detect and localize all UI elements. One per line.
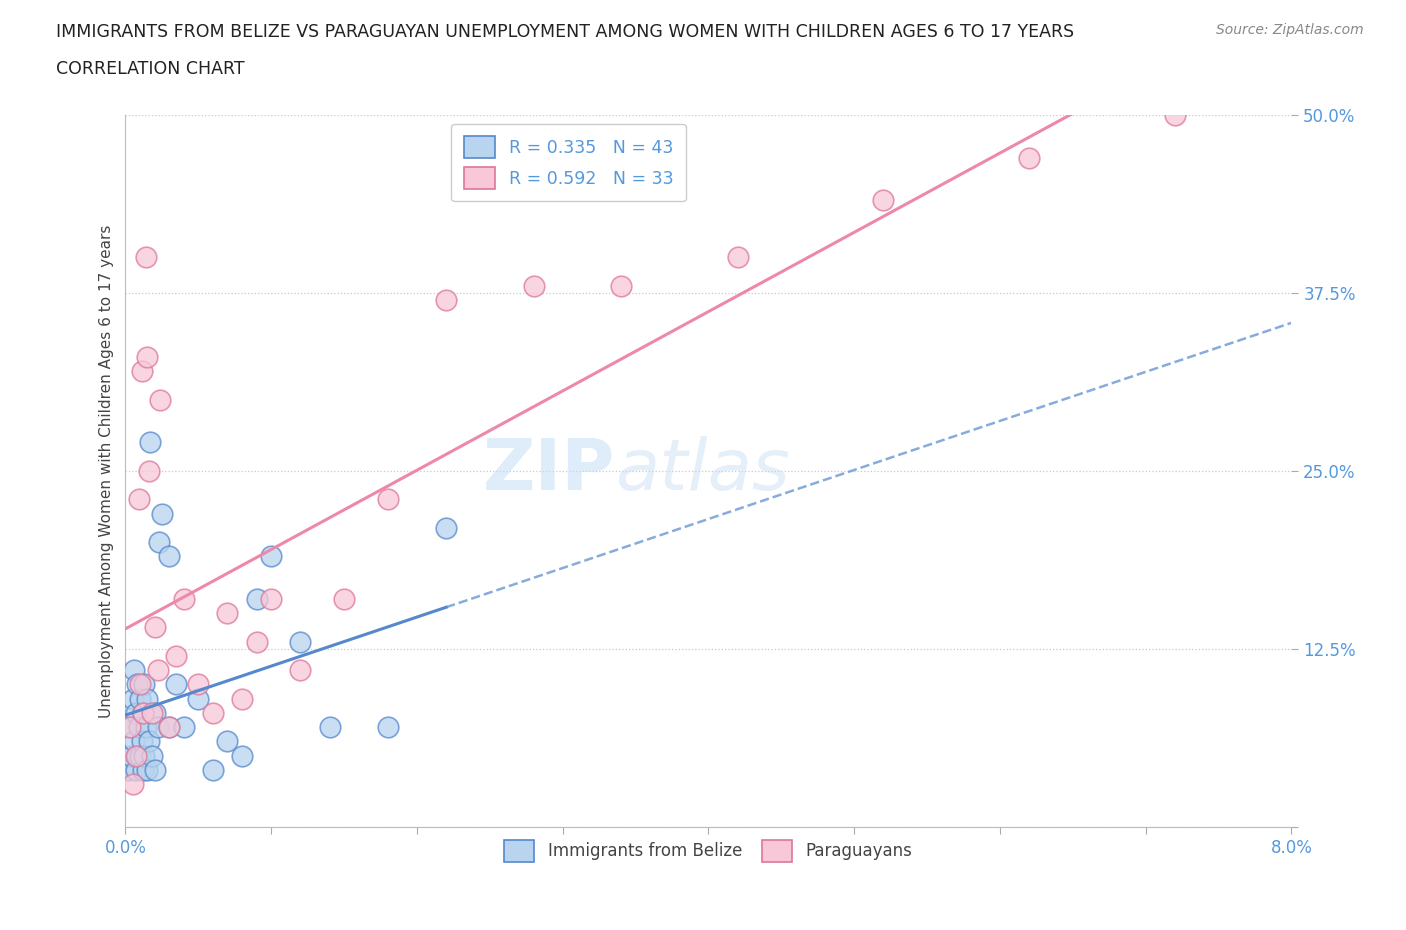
Point bbox=[124, 763, 146, 777]
Point bbox=[120, 748, 142, 763]
Point bbox=[246, 591, 269, 606]
Point bbox=[141, 705, 163, 720]
Point bbox=[1164, 108, 1187, 123]
Point bbox=[872, 193, 894, 207]
Point bbox=[610, 278, 633, 293]
Point bbox=[128, 492, 150, 507]
Point bbox=[138, 463, 160, 478]
Point bbox=[260, 591, 283, 606]
Text: Source: ZipAtlas.com: Source: ZipAtlas.com bbox=[1216, 23, 1364, 37]
Point bbox=[124, 748, 146, 763]
Point bbox=[128, 720, 150, 735]
Y-axis label: Unemployment Among Women with Children Ages 6 to 17 years: Unemployment Among Women with Children A… bbox=[100, 224, 114, 718]
Point bbox=[121, 691, 143, 706]
Point bbox=[217, 734, 239, 749]
Point bbox=[231, 748, 253, 763]
Point bbox=[136, 763, 159, 777]
Point bbox=[122, 663, 145, 678]
Text: IMMIGRANTS FROM BELIZE VS PARAGUAYAN UNEMPLOYMENT AMONG WOMEN WITH CHILDREN AGES: IMMIGRANTS FROM BELIZE VS PARAGUAYAN UNE… bbox=[56, 23, 1074, 41]
Point bbox=[118, 720, 141, 735]
Point bbox=[127, 748, 149, 763]
Point bbox=[136, 691, 159, 706]
Point bbox=[136, 350, 159, 365]
Point bbox=[124, 705, 146, 720]
Point bbox=[434, 293, 457, 308]
Point bbox=[118, 720, 141, 735]
Point bbox=[201, 705, 224, 720]
Point bbox=[134, 748, 156, 763]
Point bbox=[135, 720, 157, 735]
Point bbox=[129, 748, 152, 763]
Text: ZIP: ZIP bbox=[482, 436, 616, 505]
Point bbox=[149, 392, 172, 407]
Point bbox=[290, 634, 312, 649]
Point bbox=[135, 250, 157, 265]
Point bbox=[139, 435, 162, 450]
Point bbox=[132, 705, 155, 720]
Point bbox=[157, 720, 180, 735]
Point bbox=[318, 720, 340, 735]
Text: atlas: atlas bbox=[616, 436, 790, 505]
Point bbox=[121, 777, 143, 791]
Point bbox=[157, 549, 180, 564]
Point bbox=[143, 620, 166, 635]
Point bbox=[173, 720, 195, 735]
Point bbox=[187, 691, 209, 706]
Point bbox=[122, 734, 145, 749]
Point bbox=[377, 492, 399, 507]
Point bbox=[141, 748, 163, 763]
Point bbox=[146, 720, 169, 735]
Point bbox=[201, 763, 224, 777]
Point bbox=[434, 521, 457, 536]
Text: CORRELATION CHART: CORRELATION CHART bbox=[56, 60, 245, 78]
Point bbox=[127, 677, 149, 692]
Point bbox=[132, 763, 155, 777]
Point bbox=[260, 549, 283, 564]
Point bbox=[377, 720, 399, 735]
Point bbox=[148, 535, 170, 550]
Point bbox=[157, 720, 180, 735]
Point bbox=[131, 364, 153, 379]
Point bbox=[131, 734, 153, 749]
Point bbox=[187, 677, 209, 692]
Point bbox=[333, 591, 356, 606]
Point bbox=[290, 663, 312, 678]
Point bbox=[132, 705, 155, 720]
Point bbox=[146, 663, 169, 678]
Point bbox=[143, 705, 166, 720]
Point bbox=[166, 677, 188, 692]
Point bbox=[150, 506, 173, 521]
Legend: Immigrants from Belize, Paraguayans: Immigrants from Belize, Paraguayans bbox=[498, 833, 920, 869]
Point bbox=[727, 250, 749, 265]
Point bbox=[1018, 151, 1040, 166]
Point bbox=[246, 634, 269, 649]
Point bbox=[134, 677, 156, 692]
Point bbox=[166, 648, 188, 663]
Point bbox=[231, 691, 253, 706]
Point bbox=[138, 734, 160, 749]
Point bbox=[217, 605, 239, 620]
Point bbox=[129, 691, 152, 706]
Point bbox=[173, 591, 195, 606]
Point bbox=[522, 278, 544, 293]
Point bbox=[129, 677, 152, 692]
Point bbox=[143, 763, 166, 777]
Point bbox=[117, 763, 139, 777]
